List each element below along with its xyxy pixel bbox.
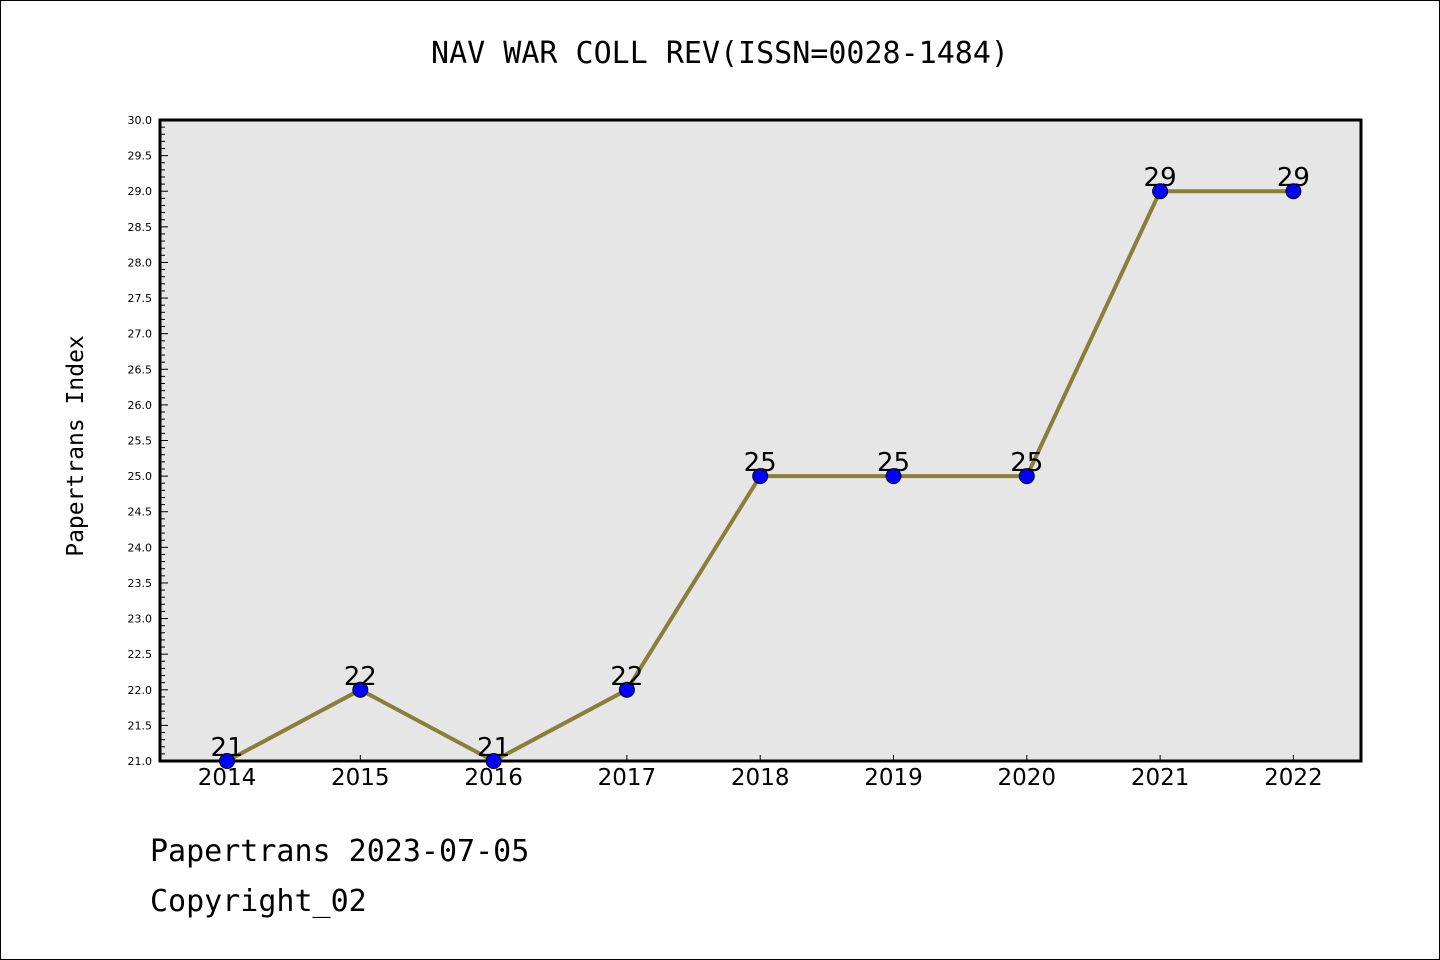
y-tick-label: 29.5 (128, 150, 153, 163)
x-tick-label: 2014 (198, 765, 257, 791)
data-labels-group: 21 22 21 22 25 25 25 29 29 (210, 163, 1309, 763)
data-point (1285, 183, 1302, 200)
data-points-group (219, 183, 1302, 769)
plot-area (158, 118, 1363, 763)
data-label: 29 (1277, 163, 1310, 193)
y-tick-label: 21.5 (128, 719, 153, 732)
data-point (485, 753, 502, 769)
y-tick-label: 24.0 (128, 541, 153, 554)
data-label: 25 (877, 448, 910, 478)
y-tick-label: 26.0 (128, 399, 153, 412)
data-label: 22 (610, 662, 643, 692)
data-point (1018, 468, 1035, 485)
data-label: 25 (1010, 448, 1043, 478)
data-point (352, 681, 369, 698)
y-tick-label: 25.5 (128, 435, 153, 448)
y-tick-label: 27.5 (128, 292, 153, 305)
y-tick-label: 23.5 (128, 577, 153, 590)
y-tick-label: 22.5 (128, 648, 153, 661)
footer-date-text: Papertrans 2023-07-05 (150, 834, 530, 869)
y-tick-label: 25.0 (128, 470, 153, 483)
y-tick-label: 28.5 (128, 221, 153, 234)
x-tick-label: 2018 (731, 765, 790, 791)
x-tick-label: 2019 (864, 765, 923, 791)
x-tick-label: 2016 (464, 765, 523, 791)
y-tick-label: 28.0 (128, 256, 153, 269)
data-label: 29 (1144, 163, 1177, 193)
y-tick-label: 29.0 (128, 185, 153, 198)
y-tick-label: 30.0 (128, 114, 153, 127)
data-label: 21 (477, 733, 510, 763)
data-point (219, 753, 235, 769)
y-tick-label: 27.0 (128, 328, 153, 341)
data-point (1152, 183, 1169, 200)
y-tick-label: 21.0 (128, 755, 153, 768)
y-tick-label: 23.0 (128, 613, 153, 626)
footer-copyright-text: Copyright_02 (150, 884, 367, 919)
x-axis: 2014 2015 2016 2017 2018 2019 2020 2021 2022 (198, 755, 1323, 791)
y-axis: 21.0 21.5 22.0 22.5 23.0 23.5 24.0 24.5 25.0 25.5… (128, 114, 168, 768)
data-point (752, 468, 769, 485)
y-tick-label: 24.5 (128, 506, 153, 519)
chart-title: NAV WAR COLL REV(ISSN=0028-1484) (431, 36, 1009, 71)
data-label: 21 (210, 733, 243, 763)
data-label: 25 (744, 448, 777, 478)
x-tick-label: 2021 (1131, 765, 1190, 791)
data-point (885, 468, 902, 485)
x-tick-label: 2020 (998, 765, 1057, 791)
y-tick-label: 26.5 (128, 363, 153, 376)
data-label: 22 (344, 662, 377, 692)
y-tick-label: 22.0 (128, 684, 153, 697)
data-point (618, 681, 635, 698)
x-tick-label: 2022 (1264, 765, 1323, 791)
x-tick-label: 2017 (598, 765, 657, 791)
x-tick-label: 2015 (331, 765, 390, 791)
